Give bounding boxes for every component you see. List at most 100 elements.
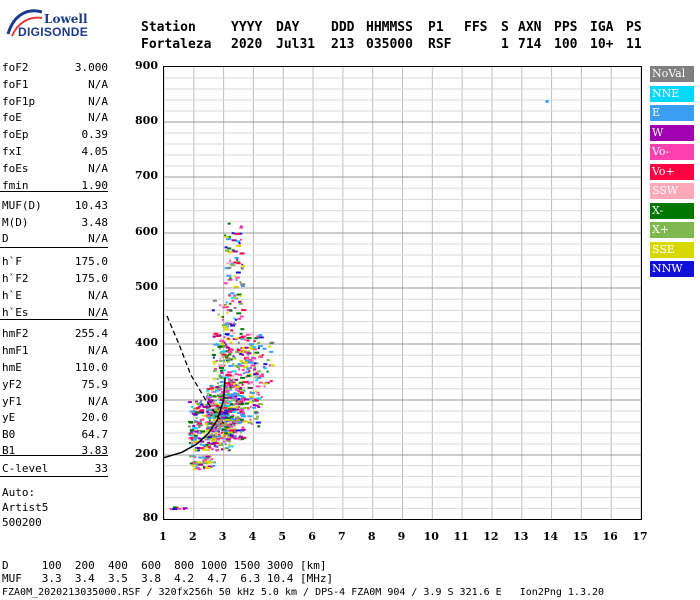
echo-point xyxy=(195,416,198,419)
header-hhmmss-label: HHMMSS xyxy=(366,20,413,35)
x-tick-label: 12 xyxy=(483,530,499,543)
echo-point xyxy=(236,347,239,350)
echo-point xyxy=(242,389,246,392)
echo-point xyxy=(212,354,216,357)
echo-point xyxy=(212,369,217,372)
param-value: 0.39 xyxy=(81,128,109,141)
echo-point xyxy=(239,431,242,434)
echo-point xyxy=(194,447,197,450)
param-label: M(D) xyxy=(2,216,29,229)
header-s-label: S xyxy=(501,20,509,35)
echo-point xyxy=(194,411,200,414)
echo-point xyxy=(223,359,226,362)
x-tick-label: 6 xyxy=(308,530,316,543)
logo-text-lowell: Lowell xyxy=(44,12,88,26)
param-label: B1 xyxy=(2,444,16,457)
echo-point xyxy=(224,333,230,336)
header-ps-label: PS xyxy=(626,20,642,35)
header-year-label: YYYY xyxy=(231,20,263,35)
echo-point xyxy=(223,430,229,433)
echo-point xyxy=(211,387,217,390)
echo-point xyxy=(172,506,177,509)
echo-point xyxy=(222,355,225,358)
echo-point xyxy=(223,361,226,364)
echo-point xyxy=(249,395,255,398)
echo-point xyxy=(236,312,242,315)
echo-point xyxy=(228,348,234,351)
echo-point xyxy=(222,411,228,414)
echo-point xyxy=(219,339,225,342)
echo-point xyxy=(211,430,215,433)
echo-point xyxy=(226,386,229,389)
echo-point xyxy=(246,367,251,370)
echo-point xyxy=(224,267,230,270)
echo-point xyxy=(202,432,205,435)
echo-point xyxy=(222,437,228,440)
echo-point xyxy=(231,386,237,389)
echo-point xyxy=(257,347,260,350)
echo-point xyxy=(227,378,231,381)
echo-point xyxy=(252,346,257,349)
param-value: N/A xyxy=(88,306,108,319)
echo-point xyxy=(231,300,235,303)
echo-point xyxy=(205,455,211,458)
echo-point xyxy=(203,467,206,470)
param-label: h`F xyxy=(2,255,22,268)
echo-point xyxy=(249,366,252,369)
echo-point xyxy=(237,400,241,403)
param-label: h`E xyxy=(2,289,22,302)
echo-point xyxy=(248,346,254,349)
legend-item: E xyxy=(650,105,694,121)
echo-point xyxy=(220,338,223,341)
param-value: N/A xyxy=(88,344,108,357)
echo-point xyxy=(211,309,215,312)
echo-point xyxy=(206,428,210,431)
echo-point xyxy=(195,447,201,450)
echo-point xyxy=(229,341,233,344)
echo-point xyxy=(235,279,238,282)
echo-point xyxy=(241,369,245,372)
legend-item: NNE xyxy=(650,85,694,102)
echo-point xyxy=(226,334,230,337)
echo-point xyxy=(220,375,223,378)
echo-point xyxy=(270,364,275,367)
echo-point xyxy=(223,386,228,389)
echo-point xyxy=(199,401,203,404)
echo-point xyxy=(253,400,256,403)
echo-point xyxy=(213,343,219,346)
echo-point xyxy=(209,384,214,387)
echo-point xyxy=(233,275,236,278)
echo-point xyxy=(261,354,264,357)
echo-point xyxy=(231,357,237,360)
echo-point xyxy=(206,445,212,448)
echo-point xyxy=(193,434,198,437)
echo-point xyxy=(220,371,223,374)
echo-point xyxy=(172,508,178,511)
ionogram-svg xyxy=(163,67,642,519)
echo-point xyxy=(208,434,214,437)
echo-point xyxy=(224,249,229,252)
echo-point xyxy=(231,378,236,381)
echo-point xyxy=(218,376,221,379)
echo-point xyxy=(212,402,215,405)
echo-point xyxy=(230,398,233,401)
header-axn-label: AXN xyxy=(518,20,542,35)
auto-line-1: Auto: xyxy=(2,486,36,499)
echo-point xyxy=(194,410,199,413)
echo-point xyxy=(219,369,223,372)
header-axn-value: 714 xyxy=(518,37,542,52)
echo-point xyxy=(256,411,259,414)
echo-point xyxy=(263,367,267,370)
echo-point xyxy=(258,381,263,384)
echo-point xyxy=(221,324,227,327)
echo-point xyxy=(218,366,224,369)
echo-point xyxy=(241,265,246,268)
echo-point xyxy=(240,429,245,432)
echo-point xyxy=(233,392,238,395)
echo-point xyxy=(214,426,218,429)
echo-point xyxy=(221,416,227,419)
param-label: hmE xyxy=(2,361,22,374)
echo-point xyxy=(258,355,261,358)
header-day-value: Jul31 xyxy=(276,37,316,52)
echo-point xyxy=(221,390,225,393)
